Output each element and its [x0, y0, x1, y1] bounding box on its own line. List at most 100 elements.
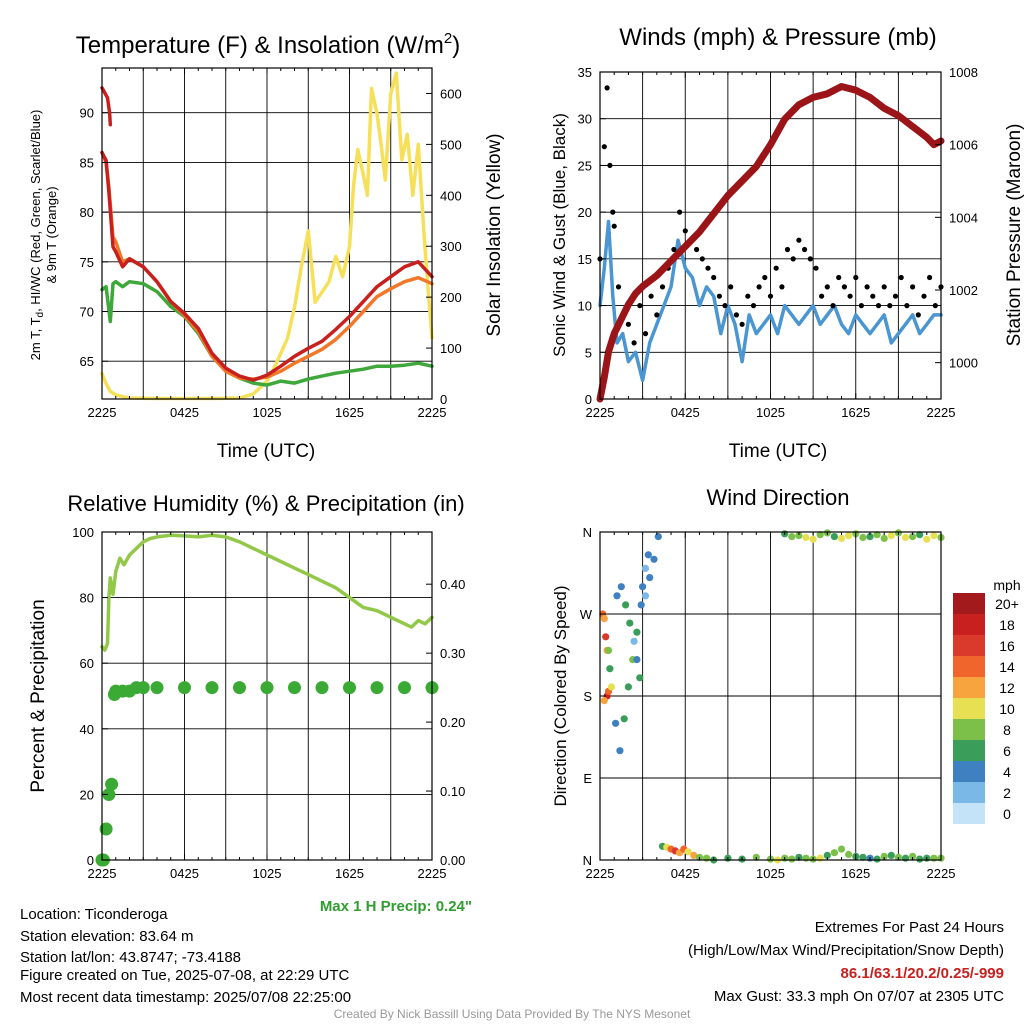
y-tick-label: E [583, 771, 592, 786]
legend-swatch [953, 782, 985, 803]
direction-point [845, 850, 853, 859]
y-right-tick-label: 0.00 [440, 853, 465, 868]
legend-label: 6 [1003, 743, 1011, 759]
y-right-tick-label: 500 [440, 137, 462, 152]
series-point-gust [784, 246, 791, 253]
series-point-precipitation [260, 681, 274, 695]
direction-point [859, 533, 867, 542]
x-tick-label: 1025 [756, 866, 785, 881]
humidity-series [95, 533, 439, 867]
series-point-gust [642, 331, 649, 337]
series-point-gust [819, 293, 825, 299]
direction-grid [599, 531, 942, 861]
series-point-gust [722, 303, 728, 309]
direction-point [620, 715, 628, 723]
direction-title: Wind Direction [706, 485, 849, 510]
temperature-grid [101, 68, 433, 399]
x-tick-label: 0425 [170, 405, 199, 420]
latlon-text: Station lat/lon: 43.8747; -73.4188 [20, 949, 242, 966]
winds-ylabel-left: Sonic Wind & Gust (Blue, Black) [550, 113, 569, 357]
direction-point [606, 665, 614, 673]
y-tick-label: 65 [80, 354, 94, 369]
direction-point [684, 848, 692, 856]
direction-point [600, 697, 608, 705]
direction-point [654, 533, 662, 541]
direction-point [788, 855, 796, 863]
x-tick-label: 2225 [927, 866, 956, 881]
direction-point [633, 628, 641, 636]
series-point-precipitation [205, 681, 219, 695]
series-point-gust [773, 265, 779, 271]
x-tick-label: 1625 [841, 405, 870, 420]
direction-point [602, 633, 610, 641]
winds-title: Winds (mph) & Pressure (mb) [619, 24, 936, 51]
y-tick-label: 30 [578, 112, 592, 127]
x-tick-label: 2225 [586, 405, 615, 420]
legend-swatch [953, 635, 985, 656]
series-point-gust [601, 144, 607, 150]
direction-point [887, 851, 895, 860]
series-point-gust [615, 284, 622, 290]
direction-point [607, 683, 616, 691]
direction-point [930, 532, 938, 540]
series-point-gust [841, 284, 848, 290]
location-text: Location: Ticonderoga [20, 906, 168, 923]
series-point-gust [711, 274, 717, 281]
series-point-gust [733, 312, 740, 318]
legend-swatch [953, 677, 985, 698]
series-point-gust [756, 284, 762, 290]
series-point-gust [745, 293, 751, 299]
series-line-relative-humidity [100, 533, 434, 652]
series-point-gust [694, 246, 700, 253]
speed-legend: mph 20+ 18 16 14 12 10 8 6 4 2 0 [953, 577, 1021, 824]
direction-point [923, 535, 931, 543]
extremes-subtitle: (High/Low/Max Wind/Precipitation/Snow De… [688, 942, 1004, 959]
series-point-gust [910, 284, 916, 290]
series-point-gust [921, 293, 927, 299]
temperature-xlabel: Time (UTC) [217, 441, 316, 462]
series-point-gust [654, 312, 660, 318]
created-text: Figure created on Tue, 2025-07-08, at 22… [20, 967, 350, 984]
direction-point [636, 674, 644, 682]
series-point-gust [750, 303, 757, 309]
y-right-tick-label: 1006 [949, 138, 978, 153]
y-right-tick-label: 100 [440, 341, 462, 356]
series-point-gust [659, 284, 666, 290]
direction-point [816, 531, 824, 539]
series-point-precipitation [105, 777, 119, 791]
series-point-gust [870, 293, 876, 299]
series-point-gust [610, 209, 616, 215]
series-point-precipitation [178, 681, 191, 695]
direction-point [612, 719, 620, 727]
direction-point [837, 845, 846, 853]
direction-point [703, 854, 711, 862]
direction-point [624, 683, 633, 691]
legend-label: 10 [999, 701, 1015, 717]
max-gust-text: Max Gust: 33.3 mph On 07/07 at 2305 UTC [713, 988, 1004, 1005]
direction-point [830, 849, 839, 857]
legend-label: 16 [999, 638, 1015, 654]
direction-point [866, 533, 874, 541]
direction-point [600, 615, 608, 623]
series-point-gust [807, 256, 813, 262]
direction-point [845, 532, 853, 540]
y-right-tick-label: 200 [440, 290, 462, 305]
series-point-precipitation [136, 681, 150, 695]
series-point-precipitation [288, 681, 301, 695]
direction-point [809, 535, 817, 543]
series-point-gust [671, 246, 677, 253]
y-right-tick-label: 600 [440, 86, 462, 101]
direction-point [639, 583, 647, 591]
series-point-precipitation [370, 681, 384, 695]
series-point-gust [802, 246, 808, 253]
direction-point [795, 532, 803, 540]
x-tick-label: 2225 [927, 405, 956, 420]
x-tick-label: 0425 [170, 866, 199, 881]
direction-point [837, 534, 846, 543]
direction-point [823, 851, 831, 860]
y-tick-label: 20 [578, 205, 592, 220]
temperature-ylabel-right: Solar Insolation (Yellow) [484, 133, 505, 336]
x-tick-label: 2225 [418, 866, 447, 881]
series-point-gust [864, 284, 870, 290]
